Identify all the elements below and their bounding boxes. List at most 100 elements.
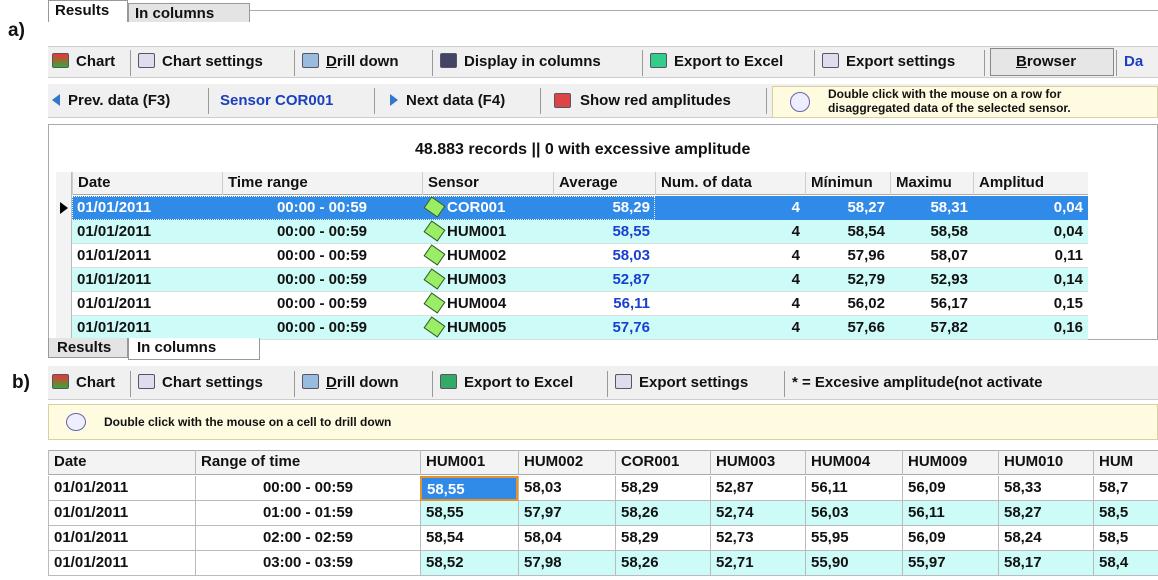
cell: 57,66	[847, 319, 885, 336]
column-header[interactable]: HUM009	[902, 450, 998, 475]
cell[interactable]: 57,98	[518, 551, 615, 576]
toolbar-button[interactable]: Display in columns	[464, 53, 601, 70]
cell[interactable]: 58,29	[615, 526, 710, 551]
cell[interactable]: 58,7	[1093, 476, 1158, 501]
cell[interactable]: 58,55	[420, 501, 518, 526]
cell: 58,55	[612, 223, 650, 240]
column-header[interactable]: Maximu	[890, 172, 973, 195]
column-header[interactable]: Sensor	[422, 172, 553, 195]
column-header[interactable]: Range of time	[195, 450, 420, 475]
column-header[interactable]: HUM001	[420, 450, 518, 475]
cell[interactable]: 52,73	[710, 526, 805, 551]
toolbar-button[interactable]: Drill down	[326, 374, 399, 391]
table-row[interactable]	[72, 268, 1088, 292]
toolbar-button[interactable]: Browser	[1016, 53, 1077, 70]
cell[interactable]: 56,03	[805, 501, 902, 526]
separator	[1116, 50, 1117, 76]
toolbar-button[interactable]: Export to Excel	[674, 53, 784, 70]
table-row[interactable]	[72, 220, 1088, 244]
row-header-column	[56, 172, 72, 340]
cell[interactable]: 58,5	[1093, 526, 1158, 551]
toolbar-button[interactable]: Export settings	[846, 53, 956, 70]
cell[interactable]: 58,5	[1093, 501, 1158, 526]
cell: 4	[791, 319, 800, 336]
column-header[interactable]: HUM010	[998, 450, 1093, 475]
column-header[interactable]: Average	[553, 172, 655, 195]
cell[interactable]: 58,54	[420, 526, 518, 551]
cell[interactable]: 56,11	[902, 501, 998, 526]
toolbar-button[interactable]: Export settings	[639, 374, 749, 391]
cell[interactable]: 58,4	[1093, 551, 1158, 576]
toolbar-button[interactable]: Chart	[76, 374, 116, 391]
cell: 0,04	[1053, 223, 1083, 240]
selected-cell-bg	[655, 196, 805, 220]
tab[interactable]: Results	[48, 338, 128, 358]
toolbar-button[interactable]: Chart settings	[162, 53, 263, 70]
toolbar-button[interactable]: Prev. data (F3)	[68, 92, 171, 109]
toolbar-button[interactable]: Da	[1124, 53, 1144, 70]
column-header[interactable]: Mínimun	[805, 172, 890, 195]
column-header[interactable]: HUM	[1093, 450, 1158, 475]
toolbar-button[interactable]: Chart	[76, 53, 116, 70]
cell[interactable]: 58,33	[998, 476, 1093, 501]
toolbar-button[interactable]: Next data (F4)	[406, 92, 506, 109]
column-header[interactable]: Amplitud	[973, 172, 1088, 195]
cell[interactable]: 52,74	[710, 501, 805, 526]
toolbar-button[interactable]: Show red amplitudes	[580, 92, 731, 109]
cell[interactable]: 58,29	[615, 476, 710, 501]
cell: COR001	[447, 199, 506, 216]
column-header[interactable]: Date	[72, 172, 222, 195]
tab[interactable]: In columns	[128, 338, 260, 360]
cell[interactable]: 58,26	[615, 551, 710, 576]
column-header[interactable]: HUM002	[518, 450, 615, 475]
cell: 0,04	[1053, 199, 1083, 216]
cell[interactable]: 55,95	[805, 526, 902, 551]
column-header[interactable]: Num. of data	[655, 172, 805, 195]
info-text: Double click with the mouse on a cell to…	[104, 415, 392, 429]
column-header[interactable]: HUM003	[710, 450, 805, 475]
tab[interactable]: Results	[48, 0, 128, 22]
cell[interactable]: 57,97	[518, 501, 615, 526]
cell[interactable]: 52,71	[710, 551, 805, 576]
cell[interactable]: 58,24	[998, 526, 1093, 551]
toolbar-button[interactable]: Drill down	[326, 53, 399, 70]
cell[interactable]: 58,52	[420, 551, 518, 576]
table-row[interactable]	[72, 244, 1088, 268]
cell: 4	[791, 295, 800, 312]
cell[interactable]: 58,04	[518, 526, 615, 551]
toolbar-button[interactable]: Export to Excel	[464, 374, 574, 391]
cell[interactable]: 56,11	[805, 476, 902, 501]
cell: HUM005	[447, 319, 507, 336]
table-row[interactable]	[72, 292, 1088, 316]
toolbar	[48, 366, 1158, 400]
cell[interactable]: 58,26	[615, 501, 710, 526]
table-row[interactable]	[72, 316, 1088, 340]
toolbar-button[interactable]: Chart settings	[162, 374, 263, 391]
column-header[interactable]: Time range	[222, 172, 422, 195]
cell[interactable]: 58,17	[998, 551, 1093, 576]
cell[interactable]: 56,09	[902, 476, 998, 501]
selected-cell-bg	[890, 196, 973, 220]
cell[interactable]: 55,97	[902, 551, 998, 576]
cell: 01:00 - 01:59	[195, 501, 420, 526]
separator	[540, 88, 541, 114]
separator	[130, 50, 131, 76]
cell[interactable]: 56,09	[902, 526, 998, 551]
cell[interactable]: 58,03	[518, 476, 615, 501]
separator	[374, 88, 375, 114]
column-header[interactable]: HUM004	[805, 450, 902, 475]
column-header[interactable]: COR001	[615, 450, 710, 475]
record-count: 48.883 records || 0 with excessive ampli…	[415, 141, 751, 158]
cell[interactable]: 58,55	[420, 476, 518, 501]
cell: 52,93	[930, 271, 968, 288]
cell: 00:00 - 00:59	[276, 247, 368, 264]
cell: 00:00 - 00:59	[195, 476, 420, 501]
cell[interactable]: 52,87	[710, 476, 805, 501]
cell: 56,02	[847, 295, 885, 312]
sensor-label: Sensor COR001	[220, 92, 334, 109]
cell[interactable]: 55,90	[805, 551, 902, 576]
tab[interactable]: In columns	[128, 3, 250, 22]
column-header[interactable]: Date	[48, 450, 195, 475]
toolbar	[48, 46, 1158, 78]
cell[interactable]: 58,27	[998, 501, 1093, 526]
